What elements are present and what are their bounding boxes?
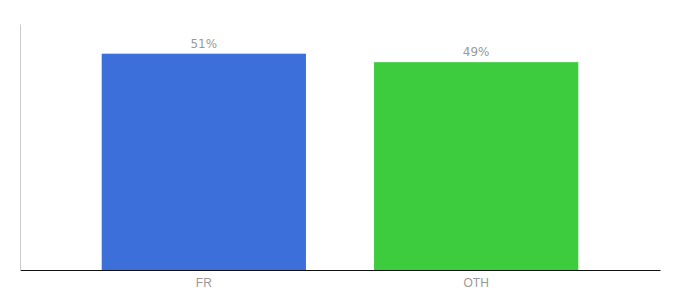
chart: FR OTH 51% 49% — [0, 0, 680, 300]
y-axis-line — [20, 25, 21, 271]
data-label: 49% — [463, 45, 490, 59]
x-tick: FR — [196, 270, 212, 290]
x-tick: OTH — [463, 270, 488, 290]
y-axis — [20, 25, 21, 271]
data-labels: 51% 49% — [190, 37, 489, 59]
x-tick-label: OTH — [463, 276, 488, 290]
bar — [374, 62, 578, 270]
plot: FR OTH 51% 49% — [21, 25, 661, 290]
bar — [102, 54, 306, 270]
data-label: 51% — [190, 37, 217, 51]
x-axis-line — [21, 270, 661, 271]
x-tick-label: FR — [196, 276, 212, 290]
bars — [102, 54, 579, 270]
x-axis: FR OTH — [21, 270, 661, 290]
